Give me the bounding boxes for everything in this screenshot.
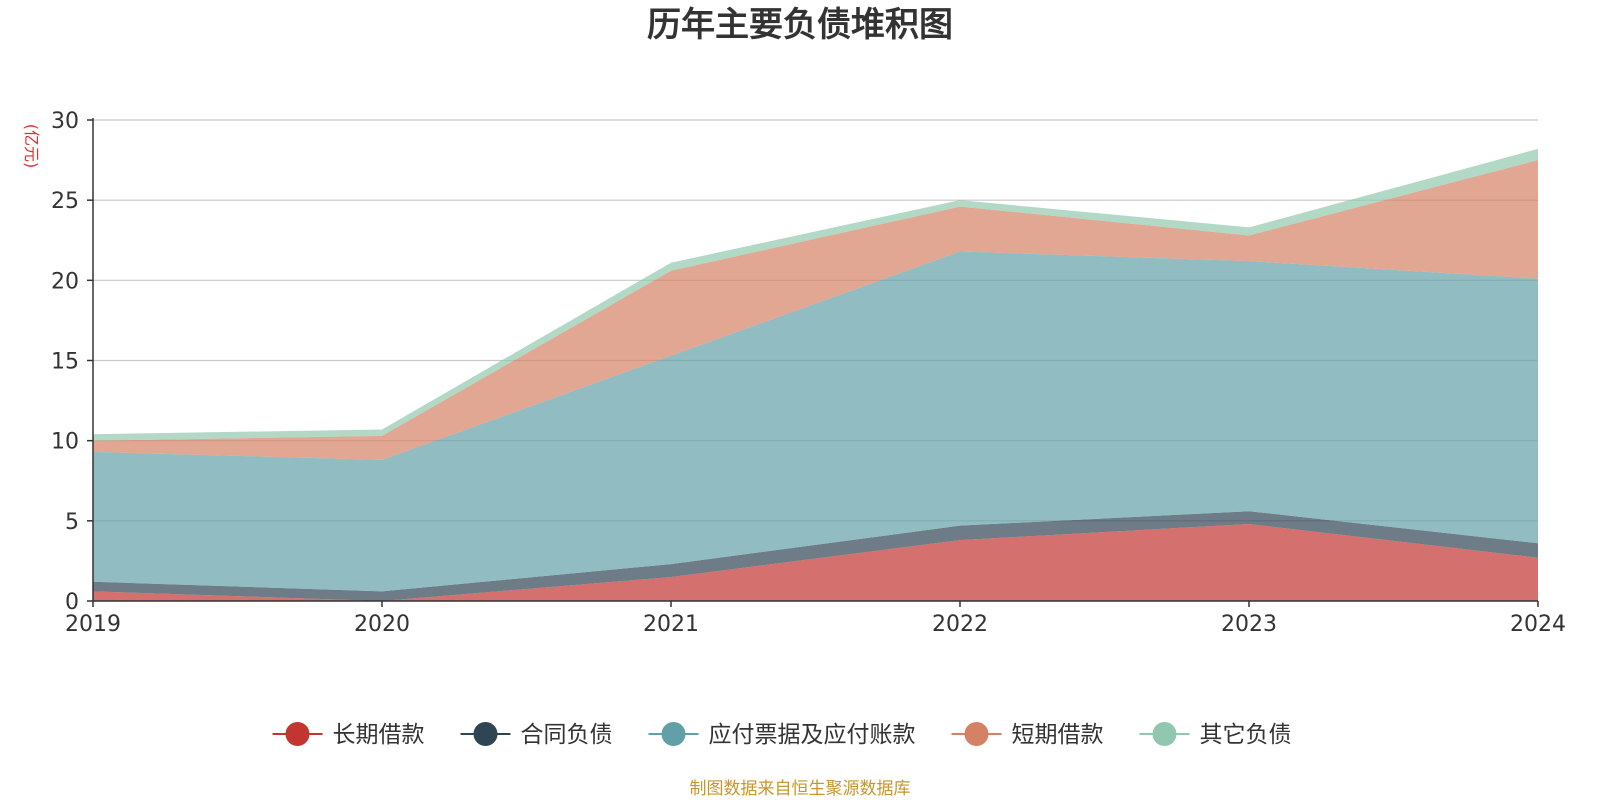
area-series-合同负债 (93, 511, 1538, 601)
area-series-短期借款 (93, 160, 1538, 460)
area-series-应付票据及应付账款 (93, 251, 1538, 592)
legend-label: 应付票据及应付账款 (709, 722, 916, 748)
legend-item-合同负债[interactable]: 合同负债 (460, 722, 613, 748)
y-tick-label: 0 (65, 590, 79, 615)
y-tick-label: 15 (51, 350, 79, 375)
y-tick-label: 5 (65, 510, 79, 535)
x-tick-label: 2020 (354, 612, 410, 637)
x-tick-label: 2023 (1221, 612, 1277, 637)
y-tick-label: 20 (51, 269, 79, 294)
legend-marker (1152, 722, 1177, 746)
legend-marker (473, 722, 498, 746)
y-axis-unit-label: (亿元) (22, 124, 41, 169)
legend-marker (661, 722, 686, 746)
legend[interactable]: 长期借款 合同负债 应付票据及应付账款 短期借款 其它负债 (272, 722, 1292, 748)
chart-title: 历年主要负债堆积图 (647, 5, 953, 45)
legend-item-短期借款[interactable]: 短期借款 (951, 722, 1104, 748)
area-series-其它负债 (93, 148, 1538, 441)
y-tick-label: 10 (51, 430, 79, 455)
area-series-长期借款 (93, 524, 1538, 601)
x-tick-label: 2021 (643, 612, 699, 637)
x-tick-label: 2024 (1510, 612, 1566, 637)
axes: 0 5 10 15 20 25 30 2019 2020 2021 2022 2023 2024 (51, 109, 1566, 637)
legend-label: 其它负债 (1200, 722, 1292, 748)
legend-item-其它负债[interactable]: 其它负债 (1139, 722, 1292, 748)
legend-label: 合同负债 (521, 722, 613, 748)
area-series-group (93, 148, 1538, 601)
legend-item-长期借款[interactable]: 长期借款 (272, 722, 425, 748)
y-tick-label: 25 (51, 189, 79, 214)
legend-marker (964, 722, 989, 746)
legend-item-应付票据及应付账款[interactable]: 应付票据及应付账款 (648, 722, 916, 748)
data-source-note: 制图数据来自恒生聚源数据库 (690, 779, 911, 799)
legend-marker (285, 722, 310, 746)
legend-label: 短期借款 (1012, 722, 1104, 748)
y-tick-label: 30 (51, 109, 79, 134)
x-tick-label: 2022 (932, 612, 988, 637)
legend-label: 长期借款 (333, 722, 425, 748)
x-tick-label: 2019 (65, 612, 121, 637)
